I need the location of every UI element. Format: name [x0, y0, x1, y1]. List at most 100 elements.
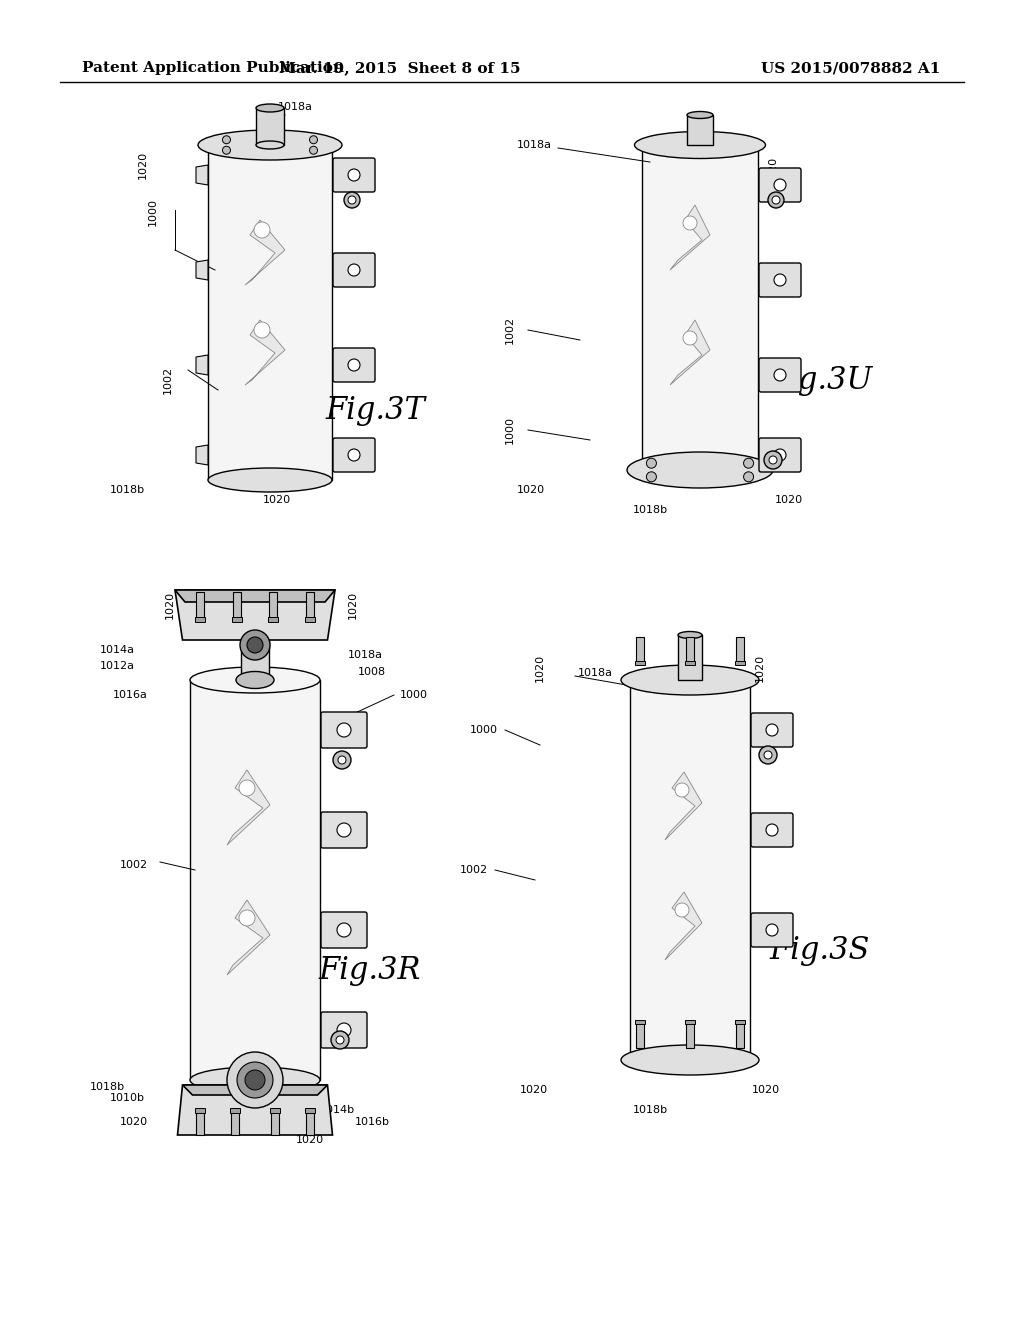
Text: 1020: 1020 [296, 1135, 324, 1144]
Text: Patent Application Publication: Patent Application Publication [82, 61, 344, 75]
Polygon shape [670, 319, 710, 385]
Text: 1018b: 1018b [633, 506, 668, 515]
FancyBboxPatch shape [321, 711, 367, 748]
Bar [195, 616, 205, 622]
Text: 1020: 1020 [752, 1085, 780, 1096]
Polygon shape [630, 680, 750, 1060]
Circle shape [227, 1052, 283, 1107]
Text: 1000: 1000 [470, 725, 498, 735]
Circle shape [239, 780, 255, 796]
Circle shape [768, 191, 784, 209]
Ellipse shape [642, 135, 758, 156]
Bar [635, 1020, 645, 1024]
Circle shape [766, 924, 778, 936]
Text: 1014a: 1014a [100, 645, 135, 655]
Circle shape [237, 1063, 273, 1098]
Polygon shape [196, 445, 208, 465]
Text: 1020: 1020 [755, 653, 765, 682]
Text: 1020: 1020 [535, 653, 545, 682]
Circle shape [254, 322, 270, 338]
Bar [230, 1107, 240, 1113]
FancyBboxPatch shape [751, 913, 793, 946]
Circle shape [774, 370, 786, 381]
Circle shape [772, 195, 780, 205]
Circle shape [683, 216, 697, 230]
Circle shape [743, 471, 754, 482]
Circle shape [774, 449, 786, 461]
FancyBboxPatch shape [333, 253, 375, 286]
Text: 1018b: 1018b [633, 1105, 668, 1115]
Text: 1020: 1020 [768, 156, 778, 183]
Text: 1018b: 1018b [90, 1082, 125, 1092]
Text: 1020: 1020 [263, 495, 291, 506]
Ellipse shape [208, 469, 332, 492]
FancyBboxPatch shape [751, 713, 793, 747]
Circle shape [764, 451, 782, 469]
Text: Fig.3S: Fig.3S [770, 935, 870, 965]
Polygon shape [196, 260, 208, 280]
Bar [735, 1020, 745, 1024]
Text: Mar. 19, 2015  Sheet 8 of 15: Mar. 19, 2015 Sheet 8 of 15 [280, 61, 521, 75]
Ellipse shape [635, 132, 766, 158]
Ellipse shape [190, 667, 319, 693]
Circle shape [336, 1036, 344, 1044]
Bar [196, 591, 204, 620]
Circle shape [247, 638, 263, 653]
Text: Fig.3R: Fig.3R [318, 954, 421, 986]
Text: 1012a: 1012a [100, 661, 135, 671]
Ellipse shape [190, 1067, 319, 1093]
Text: 1000: 1000 [148, 198, 158, 226]
Circle shape [348, 264, 360, 276]
Text: 1010b: 1010b [110, 1093, 145, 1104]
Text: 1002: 1002 [163, 366, 173, 395]
FancyBboxPatch shape [759, 263, 801, 297]
Bar [305, 616, 315, 622]
Polygon shape [241, 640, 269, 680]
Polygon shape [665, 892, 702, 960]
Text: 1018a: 1018a [348, 649, 383, 660]
Bar [268, 616, 278, 622]
Bar [685, 1020, 695, 1024]
Circle shape [764, 751, 772, 759]
Bar [736, 1022, 744, 1048]
Text: 1018a: 1018a [578, 668, 613, 678]
Bar [305, 1107, 315, 1113]
Bar [232, 616, 242, 622]
Polygon shape [245, 319, 285, 385]
Circle shape [675, 783, 689, 797]
Bar [636, 638, 644, 663]
Bar [231, 1111, 239, 1135]
Bar [636, 1022, 644, 1048]
Ellipse shape [256, 141, 284, 149]
FancyBboxPatch shape [321, 812, 367, 847]
Ellipse shape [256, 104, 284, 112]
Bar [306, 1111, 314, 1135]
Ellipse shape [621, 665, 759, 696]
Polygon shape [642, 145, 758, 470]
Circle shape [337, 1023, 351, 1038]
Circle shape [338, 756, 346, 764]
Text: Fig.3U: Fig.3U [767, 364, 872, 396]
Circle shape [337, 723, 351, 737]
Text: 1000: 1000 [400, 690, 428, 700]
Text: 1002: 1002 [120, 861, 148, 870]
FancyBboxPatch shape [759, 438, 801, 473]
Circle shape [743, 458, 754, 469]
FancyBboxPatch shape [759, 168, 801, 202]
Circle shape [348, 169, 360, 181]
Polygon shape [177, 1085, 333, 1135]
Text: 1002: 1002 [460, 865, 488, 875]
Circle shape [348, 449, 360, 461]
Circle shape [331, 1031, 349, 1049]
Bar [735, 661, 745, 665]
Ellipse shape [627, 451, 773, 488]
Text: 1020: 1020 [348, 591, 358, 619]
FancyBboxPatch shape [333, 348, 375, 381]
Text: 1020: 1020 [138, 150, 148, 180]
Bar [306, 591, 314, 620]
Polygon shape [208, 145, 332, 480]
Polygon shape [227, 770, 270, 845]
FancyBboxPatch shape [759, 358, 801, 392]
Circle shape [646, 471, 656, 482]
Bar [270, 1107, 280, 1113]
